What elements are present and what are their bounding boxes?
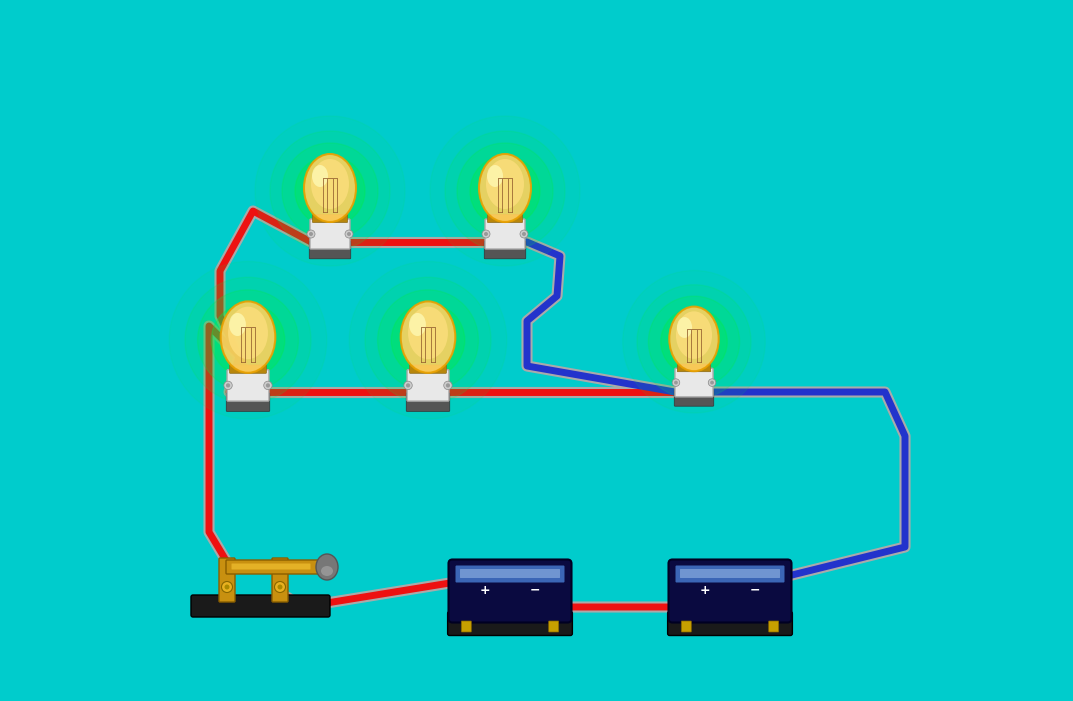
FancyBboxPatch shape xyxy=(485,219,525,249)
Circle shape xyxy=(170,261,327,419)
FancyBboxPatch shape xyxy=(676,566,784,583)
FancyBboxPatch shape xyxy=(191,595,330,617)
Circle shape xyxy=(672,379,680,386)
FancyBboxPatch shape xyxy=(681,621,691,632)
Ellipse shape xyxy=(311,159,349,209)
FancyBboxPatch shape xyxy=(487,215,523,222)
Circle shape xyxy=(710,381,714,385)
Ellipse shape xyxy=(400,301,455,373)
Circle shape xyxy=(708,379,716,386)
FancyBboxPatch shape xyxy=(668,559,792,622)
Circle shape xyxy=(275,582,285,592)
FancyBboxPatch shape xyxy=(312,215,348,222)
Circle shape xyxy=(270,131,389,251)
FancyBboxPatch shape xyxy=(461,621,471,632)
Circle shape xyxy=(365,278,491,403)
Circle shape xyxy=(309,232,313,236)
Ellipse shape xyxy=(670,306,719,372)
Circle shape xyxy=(278,585,282,590)
Circle shape xyxy=(224,381,232,390)
FancyBboxPatch shape xyxy=(271,558,288,602)
Circle shape xyxy=(637,285,751,399)
Ellipse shape xyxy=(230,313,246,336)
Ellipse shape xyxy=(321,566,333,576)
Circle shape xyxy=(470,156,540,226)
Circle shape xyxy=(266,383,270,388)
FancyBboxPatch shape xyxy=(230,365,266,374)
Circle shape xyxy=(264,381,273,390)
Circle shape xyxy=(457,143,553,239)
FancyBboxPatch shape xyxy=(410,365,446,374)
FancyBboxPatch shape xyxy=(548,621,559,632)
Circle shape xyxy=(674,381,678,385)
FancyBboxPatch shape xyxy=(227,369,269,401)
FancyBboxPatch shape xyxy=(680,569,780,578)
FancyBboxPatch shape xyxy=(407,369,449,401)
Circle shape xyxy=(661,308,727,375)
FancyBboxPatch shape xyxy=(768,621,779,632)
Ellipse shape xyxy=(408,306,447,359)
FancyBboxPatch shape xyxy=(407,393,450,411)
Circle shape xyxy=(520,230,528,238)
FancyBboxPatch shape xyxy=(484,241,526,259)
Ellipse shape xyxy=(676,311,712,359)
Circle shape xyxy=(226,383,230,388)
Ellipse shape xyxy=(304,154,356,222)
FancyBboxPatch shape xyxy=(226,393,269,411)
Circle shape xyxy=(221,582,233,592)
Circle shape xyxy=(349,261,506,419)
Circle shape xyxy=(255,116,405,266)
FancyBboxPatch shape xyxy=(310,219,350,249)
FancyBboxPatch shape xyxy=(226,560,319,574)
FancyBboxPatch shape xyxy=(219,558,235,602)
Text: −: − xyxy=(530,583,541,597)
Ellipse shape xyxy=(312,165,328,187)
FancyBboxPatch shape xyxy=(447,611,572,636)
Circle shape xyxy=(224,585,230,590)
FancyBboxPatch shape xyxy=(460,569,560,578)
Circle shape xyxy=(403,381,412,390)
Circle shape xyxy=(484,232,488,236)
Circle shape xyxy=(406,383,410,388)
FancyBboxPatch shape xyxy=(232,564,310,569)
FancyBboxPatch shape xyxy=(309,241,351,259)
Text: +: + xyxy=(700,583,710,597)
Text: +: + xyxy=(480,583,490,597)
Circle shape xyxy=(445,131,565,251)
FancyBboxPatch shape xyxy=(449,559,572,622)
Circle shape xyxy=(211,304,284,377)
Ellipse shape xyxy=(479,154,531,222)
Circle shape xyxy=(197,290,298,390)
FancyBboxPatch shape xyxy=(674,389,714,406)
Ellipse shape xyxy=(677,317,692,338)
FancyBboxPatch shape xyxy=(677,364,710,372)
Ellipse shape xyxy=(486,159,524,209)
Circle shape xyxy=(622,271,765,413)
Circle shape xyxy=(446,383,450,388)
FancyBboxPatch shape xyxy=(667,611,792,636)
Ellipse shape xyxy=(409,313,426,336)
Ellipse shape xyxy=(317,554,338,580)
Circle shape xyxy=(347,232,351,236)
Circle shape xyxy=(392,304,465,377)
Ellipse shape xyxy=(229,306,268,359)
Circle shape xyxy=(185,278,311,403)
Circle shape xyxy=(346,230,353,238)
Ellipse shape xyxy=(221,301,276,373)
Circle shape xyxy=(648,296,739,388)
FancyBboxPatch shape xyxy=(456,566,564,583)
Circle shape xyxy=(295,156,365,226)
Circle shape xyxy=(378,290,479,390)
Circle shape xyxy=(307,230,315,238)
Ellipse shape xyxy=(487,165,503,187)
Text: −: − xyxy=(750,583,761,597)
Circle shape xyxy=(282,143,378,239)
Circle shape xyxy=(482,230,490,238)
Circle shape xyxy=(521,232,526,236)
Circle shape xyxy=(444,381,452,390)
FancyBboxPatch shape xyxy=(675,368,714,397)
Circle shape xyxy=(430,116,580,266)
